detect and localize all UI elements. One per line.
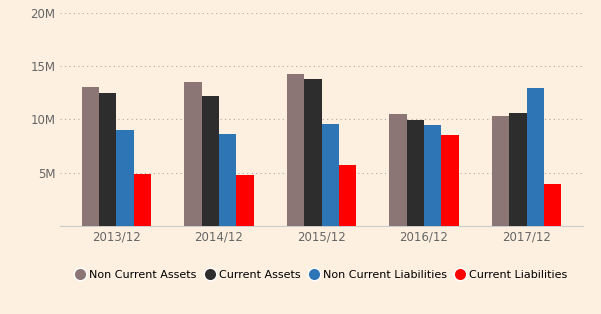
Bar: [201, 96, 219, 226]
Bar: [544, 184, 561, 226]
Bar: [526, 88, 544, 226]
Bar: [492, 116, 509, 226]
Bar: [407, 120, 424, 226]
Bar: [117, 130, 134, 226]
Bar: [82, 87, 99, 226]
Bar: [442, 135, 459, 226]
Bar: [236, 175, 254, 226]
Bar: [219, 134, 236, 226]
Bar: [184, 82, 201, 226]
Bar: [287, 74, 304, 226]
Bar: [99, 93, 117, 226]
Bar: [509, 113, 526, 226]
Bar: [424, 125, 442, 226]
Bar: [134, 174, 151, 226]
Legend: Non Current Assets, Current Assets, Non Current Liabilities, Current Liabilities: Non Current Assets, Current Assets, Non …: [76, 270, 567, 280]
Bar: [389, 114, 407, 226]
Bar: [304, 79, 322, 226]
Bar: [322, 124, 339, 226]
Bar: [339, 165, 356, 226]
